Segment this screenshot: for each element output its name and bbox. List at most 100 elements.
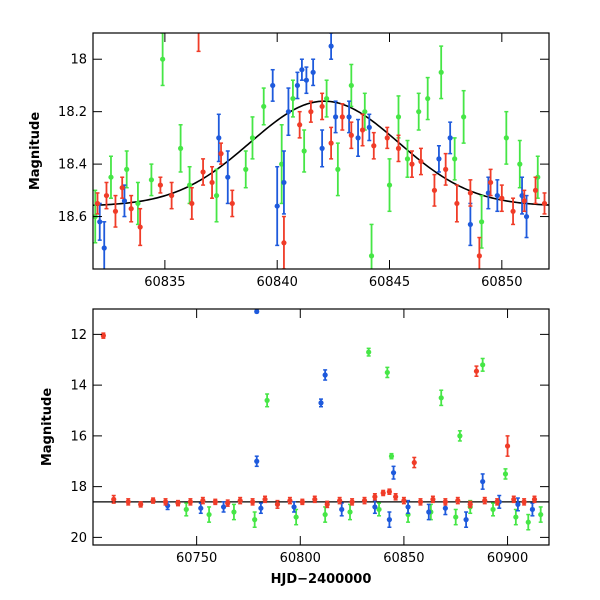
red-data-point xyxy=(454,184,460,223)
red-data-point xyxy=(482,496,488,505)
top-x-tick-label: 60850 xyxy=(481,275,522,290)
bottom-y-tick-label: 16 xyxy=(70,429,87,444)
red-data-point xyxy=(297,110,303,139)
green-data-point xyxy=(279,124,285,205)
red-data-point xyxy=(103,181,110,210)
red-data-point xyxy=(319,92,325,121)
blue-data-point xyxy=(285,87,292,137)
green-data-point xyxy=(404,139,411,178)
red-data-point xyxy=(229,189,235,218)
blue-data-point xyxy=(225,150,231,205)
red-data-point xyxy=(467,179,473,207)
red-data-point xyxy=(150,497,156,504)
blue-data-point xyxy=(355,118,361,157)
red-data-point xyxy=(467,500,473,509)
blue-data-point xyxy=(274,165,280,247)
green-data-point xyxy=(438,45,444,100)
green-data-point xyxy=(384,366,390,379)
blue-data-point xyxy=(390,465,397,480)
top-axis-ticks: 60835 60840 60845 60850 18 18.2 18.4 18.6 xyxy=(58,33,549,290)
red-data-point xyxy=(187,498,194,506)
green-data-point xyxy=(438,389,444,407)
red-data-point xyxy=(274,499,281,509)
red-data-point xyxy=(312,495,318,504)
model-curve xyxy=(93,100,549,207)
blue-data-point xyxy=(366,113,372,142)
green-data-point xyxy=(502,468,509,480)
bottom-y-tick-label: 12 xyxy=(70,328,87,343)
red-data-point xyxy=(209,165,215,199)
red-data-point xyxy=(337,496,343,505)
blue-data-point xyxy=(310,58,316,87)
red-data-point xyxy=(521,498,527,506)
blue-data-point xyxy=(294,71,301,100)
bottom-y-tick-label: 18 xyxy=(70,480,87,495)
red-data-point xyxy=(349,498,355,506)
green-data-point xyxy=(261,87,267,126)
red-data-point xyxy=(494,498,500,506)
red-data-point xyxy=(125,498,131,506)
red-data-point xyxy=(499,184,505,213)
top-panel: 60835 60840 60845 60850 18 18.2 18.4 18.6 Magni… xyxy=(28,32,550,290)
blue-data-point xyxy=(318,398,324,408)
red-data-point xyxy=(200,496,206,505)
red-data-point xyxy=(359,113,366,147)
green-data-point xyxy=(513,508,519,526)
red-data-point xyxy=(308,100,314,123)
blue-data-point xyxy=(198,502,204,515)
bottom-x-axis-label: HJD−2400000 xyxy=(271,572,372,587)
green-data-point xyxy=(183,502,189,517)
green-data-point xyxy=(538,506,544,523)
red-data-point xyxy=(386,488,392,495)
red-data-point xyxy=(521,189,527,213)
green-data-point xyxy=(517,139,523,189)
top-y-tick-label: 18.6 xyxy=(58,210,87,225)
green-data-point xyxy=(206,506,212,523)
bottom-y-tick-label: 14 xyxy=(70,379,87,394)
green-data-point xyxy=(479,194,485,249)
top-x-tick-label: 60845 xyxy=(369,275,410,290)
blue-data-point xyxy=(436,145,442,173)
green-data-point xyxy=(322,506,328,523)
red-data-point xyxy=(361,496,368,505)
top-y-tick-label: 18.2 xyxy=(58,105,87,120)
green-data-point xyxy=(249,116,256,160)
red-data-point xyxy=(443,152,449,186)
red-data-point xyxy=(162,498,169,506)
red-data-point xyxy=(196,33,201,53)
green-data-point xyxy=(503,110,509,165)
red-data-point xyxy=(94,192,101,215)
red-data-point xyxy=(532,176,539,205)
red-data-point xyxy=(371,131,377,160)
blue-data-point xyxy=(303,66,309,95)
green-data-point xyxy=(148,163,155,197)
red-data-point xyxy=(100,332,106,339)
red-data-point xyxy=(431,173,438,207)
green-data-point xyxy=(178,124,184,173)
bottom-x-tick-label: 60850 xyxy=(383,551,424,566)
green-data-point xyxy=(461,89,467,144)
red-data-point xyxy=(393,492,399,501)
blue-data-point xyxy=(346,100,352,134)
red-data-point xyxy=(504,435,511,457)
red-data-point xyxy=(541,192,548,215)
blue-data-point xyxy=(480,473,486,490)
blue-data-point xyxy=(529,502,536,517)
red-data-point xyxy=(401,496,407,505)
red-data-point xyxy=(138,501,144,508)
bottom-x-tick-label: 60900 xyxy=(487,551,528,566)
blue-data-point xyxy=(254,455,260,468)
red-data-point xyxy=(212,498,218,506)
red-data-point xyxy=(487,168,494,197)
blue-data-point xyxy=(328,33,334,60)
blue-data-point xyxy=(467,202,473,247)
blue-data-point xyxy=(405,499,411,515)
green-data-point xyxy=(388,452,395,460)
red-data-point xyxy=(237,496,243,505)
red-data-point xyxy=(169,181,175,210)
blue-data-point xyxy=(426,503,432,521)
green-data-point xyxy=(416,92,422,131)
red-data-point xyxy=(157,176,163,194)
red-data-point xyxy=(380,489,386,497)
green-data-point xyxy=(160,33,166,87)
